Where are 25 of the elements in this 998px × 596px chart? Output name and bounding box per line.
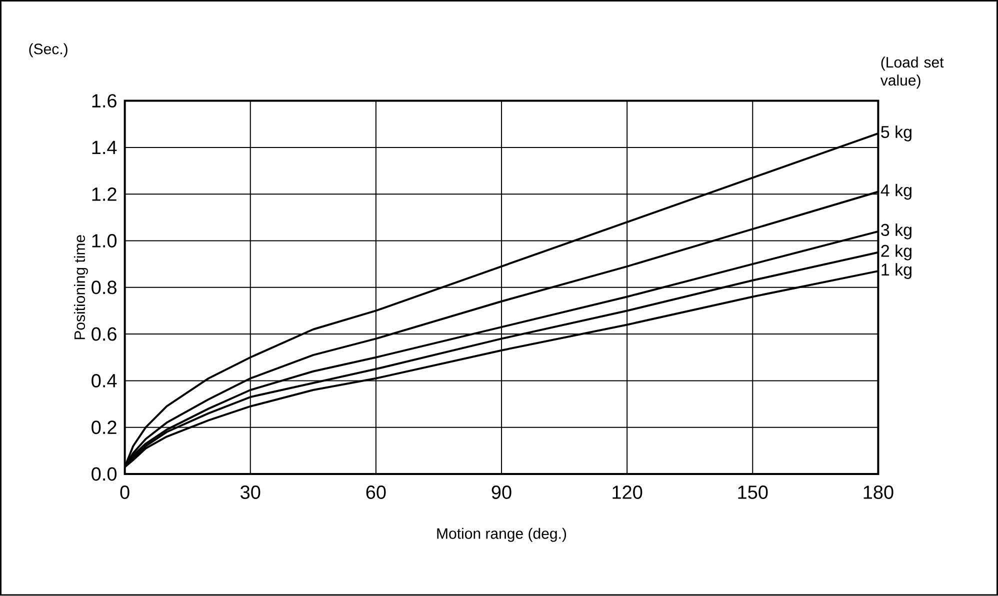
legend-title: (Load set value) xyxy=(880,56,944,89)
y-tick-label: 0.0 xyxy=(92,467,117,481)
x-tick-label: 180 xyxy=(864,486,894,500)
series-label: 3 kg xyxy=(881,224,912,240)
text: (Sec.) xyxy=(29,43,68,58)
x-axis-title: Motion range (deg.) xyxy=(437,528,566,542)
y-tick-label: 0.6 xyxy=(92,327,116,341)
series-label: 5 kg xyxy=(881,126,912,142)
y-tick-label: 0.8 xyxy=(92,280,116,294)
x-tick-label: 120 xyxy=(612,486,642,500)
series-label: 2 kg xyxy=(881,244,912,260)
y-tick-label: 1.2 xyxy=(92,188,116,201)
x-tick-label: 60 xyxy=(366,486,386,500)
y-tick-label: 0.4 xyxy=(92,374,117,388)
x-tick-label: 0 xyxy=(120,486,130,500)
y-tick-label: 1.6 xyxy=(92,94,116,108)
y-tick-label: 1.4 xyxy=(92,141,117,154)
y-axis-title: Positioning time xyxy=(74,235,88,340)
series-label: 4 kg xyxy=(880,184,912,200)
x-tick-label: 150 xyxy=(738,486,768,500)
series-label: 1 kg xyxy=(882,263,912,280)
x-tick-label: 90 xyxy=(492,486,512,500)
y-tick-label: 0.2 xyxy=(92,420,116,434)
x-tick-label: 30 xyxy=(240,486,260,500)
y-tick-label: 1.0 xyxy=(92,234,117,248)
